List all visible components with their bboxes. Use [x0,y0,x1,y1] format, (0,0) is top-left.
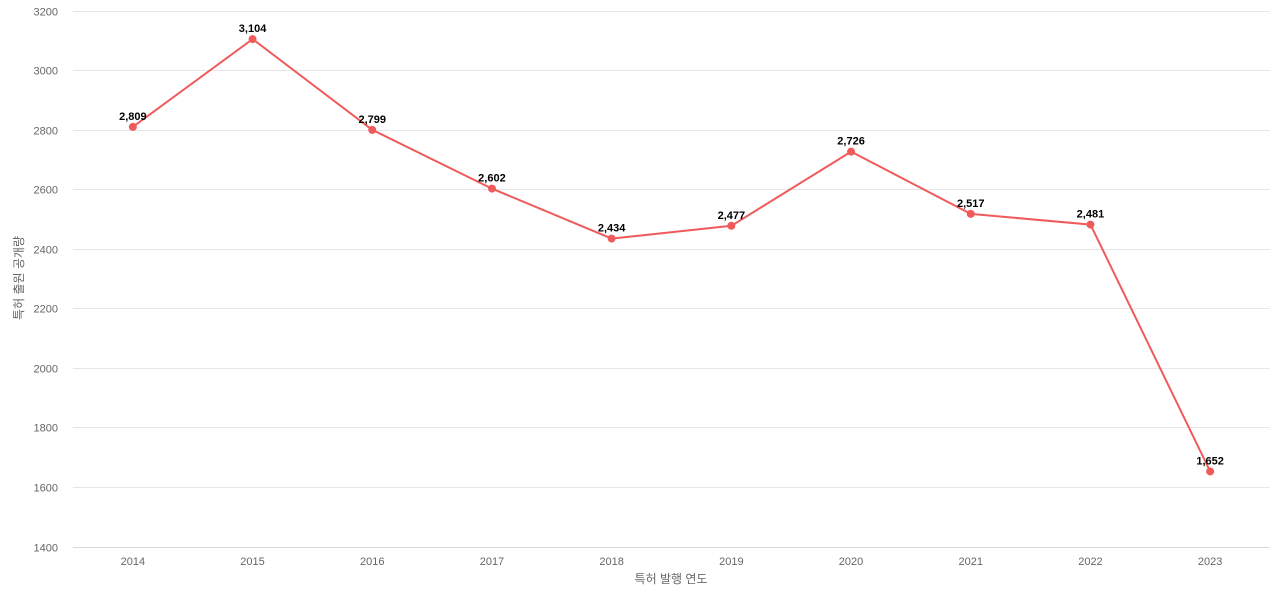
series-layer [128,35,1215,476]
x-tick-label: 2021 [959,556,983,568]
y-axis-ticks: 1400 1600 1800 2000 2200 2400 2600 2800 3000 3200 [34,7,58,555]
data-point [727,221,736,230]
x-tick-label: 2020 [839,556,863,568]
data-point [607,234,616,243]
data-label: 1,652 [1196,455,1224,467]
data-label: 2,726 [837,136,865,148]
x-tick-label: 2019 [719,556,743,568]
y-tick-label: 2200 [34,304,58,316]
data-label: 2,477 [718,210,746,222]
y-tick-label: 1400 [34,543,58,555]
y-tick-label: 2600 [34,185,58,197]
data-label: 2,434 [598,223,626,235]
x-tick-label: 2015 [240,556,264,568]
data-label: 2,799 [358,114,386,126]
y-tick-label: 1800 [34,423,58,435]
data-point [368,125,377,134]
y-tick-label: 1600 [34,483,58,495]
data-point [128,122,137,131]
data-point [487,184,496,193]
x-axis-ticks: 2014 2015 2016 2017 2018 2019 2020 2021 2022 2023 [121,556,1223,568]
data-point [847,147,856,156]
data-point [1086,220,1095,229]
x-tick-label: 2014 [121,556,145,568]
x-tick-label: 2018 [599,556,623,568]
y-tick-label: 2400 [34,245,58,257]
x-tick-label: 2016 [360,556,384,568]
grid-layer [73,11,1270,548]
data-label: 2,602 [478,173,506,185]
series-line [132,37,1212,472]
y-tick-label: 2000 [34,364,58,376]
x-tick-label: 2023 [1198,556,1222,568]
data-point [1206,467,1215,476]
data-label: 2,481 [1077,209,1105,221]
data-point [966,209,975,218]
y-tick-label: 3000 [34,66,58,78]
x-tick-label: 2017 [480,556,504,568]
data-label: 2,809 [119,111,147,123]
x-tick-label: 2022 [1078,556,1102,568]
y-axis-title: 특허 출원 공개량 [12,236,26,320]
y-tick-label: 2800 [34,126,58,138]
data-label: 3,104 [239,23,267,35]
data-point [248,35,257,44]
y-tick-label: 3200 [34,7,58,19]
x-axis-title: 특허 발행 연도 [635,571,708,586]
data-label-layer: 2,809 3,104 2,799 2,602 2,434 2,477 2,726 2,517… [119,23,1224,467]
data-label: 2,517 [957,198,985,210]
